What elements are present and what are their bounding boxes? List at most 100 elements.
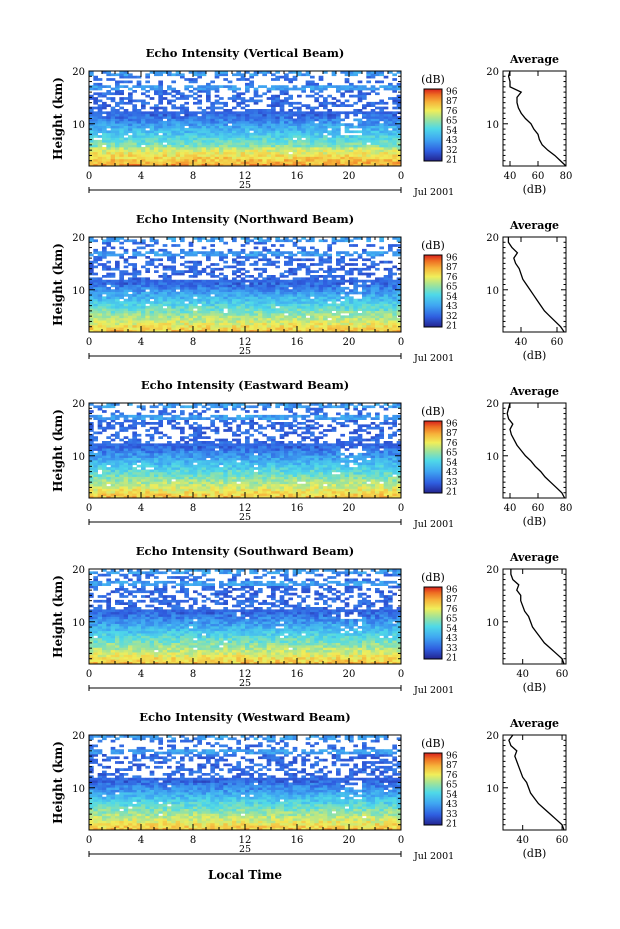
average-y-tick-label: 20 xyxy=(486,233,499,244)
x-tick-label: 4 xyxy=(138,503,144,514)
colorbar-tick-label: 43 xyxy=(446,136,458,146)
y-axis-label: Height (km) xyxy=(51,77,65,160)
average-title: Average xyxy=(509,717,559,730)
x-tick-label: 12 xyxy=(239,337,252,348)
x-tick-label: 0 xyxy=(86,669,92,680)
x-tick-label: 8 xyxy=(190,669,196,680)
y-tick-label: 20 xyxy=(72,399,85,410)
average-profile: Average 10 20 40 60 80 (dB) xyxy=(486,385,572,528)
colorbar-tick-label: 21 xyxy=(446,820,457,830)
x-tick-label: 20 xyxy=(343,503,356,514)
panel-4: Echo Intensity (Southward Beam) Height (k… xyxy=(51,544,568,696)
x-tick-label: 0 xyxy=(398,337,404,348)
heatmap-field xyxy=(89,237,402,333)
panel-1: Echo Intensity (Vertical Beam) Height (km… xyxy=(51,46,572,198)
colorbar-tick-label: 96 xyxy=(446,586,458,596)
average-profile-line xyxy=(508,734,565,831)
colorbar-tick-label: 96 xyxy=(446,88,458,98)
average-y-tick-label: 20 xyxy=(486,399,499,410)
average-profile: Average 10 20 40 60 (dB) xyxy=(486,219,567,362)
average-profile-line xyxy=(510,569,565,665)
heatmap-field xyxy=(89,71,402,167)
average-y-tick-label: 20 xyxy=(486,67,499,78)
x-tick-label: 0 xyxy=(398,835,404,846)
average-title: Average xyxy=(509,219,559,232)
colorbar-tick-label: 32 xyxy=(446,312,457,322)
average-x-tick-label: 80 xyxy=(560,503,573,514)
x-tick-label: 16 xyxy=(291,669,304,680)
panel-title: Echo Intensity (Vertical Beam) xyxy=(146,46,345,60)
colorbar-title: (dB) xyxy=(421,405,445,418)
average-profile: Average 10 20 40 60 (dB) xyxy=(486,551,568,694)
average-x-label: (dB) xyxy=(523,847,547,860)
average-x-tick-label: 40 xyxy=(515,337,528,348)
colorbar-tick-label: 96 xyxy=(446,420,458,430)
average-x-tick-label: 40 xyxy=(504,503,517,514)
date-day-label: 25 xyxy=(239,180,251,191)
colorbar-title: (dB) xyxy=(421,239,445,252)
average-profile-line xyxy=(506,402,566,499)
average-x-tick-label: 60 xyxy=(556,669,569,680)
x-tick-label: 12 xyxy=(239,835,252,846)
colorbar xyxy=(423,88,443,162)
colorbar-tick-label: 76 xyxy=(446,771,458,781)
x-tick-label: 12 xyxy=(239,503,252,514)
colorbar-tick-label: 43 xyxy=(446,302,458,312)
average-title: Average xyxy=(509,551,559,564)
heatmap-field xyxy=(89,569,402,665)
colorbar-tick-label: 54 xyxy=(446,126,458,136)
average-y-tick-label: 10 xyxy=(486,618,499,629)
date-label: Jul 2001 xyxy=(413,519,454,530)
panel-title: Echo Intensity (Southward Beam) xyxy=(136,544,354,558)
colorbar-tick-label: 43 xyxy=(446,800,458,810)
colorbar-tick-label: 33 xyxy=(446,810,458,820)
heatmap-field xyxy=(89,735,402,831)
colorbar-tick-label: 21 xyxy=(446,654,457,664)
colorbar xyxy=(423,586,443,660)
average-x-tick-label: 60 xyxy=(532,171,545,182)
colorbar-tick-label: 54 xyxy=(446,292,458,302)
x-tick-label: 16 xyxy=(291,503,304,514)
colorbar-tick-label: 43 xyxy=(446,634,458,644)
x-tick-label: 0 xyxy=(86,337,92,348)
panel-title: Echo Intensity (Westward Beam) xyxy=(139,710,350,724)
colorbar xyxy=(423,752,443,826)
average-title: Average xyxy=(509,53,559,66)
average-frame xyxy=(502,70,567,167)
x-tick-label: 4 xyxy=(138,669,144,680)
colorbar-tick-label: 33 xyxy=(446,478,458,488)
x-tick-label: 12 xyxy=(239,171,252,182)
x-tick-label: 20 xyxy=(343,835,356,846)
y-axis-label: Height (km) xyxy=(51,409,65,492)
colorbar-tick-label: 76 xyxy=(446,107,458,117)
y-tick-label: 10 xyxy=(72,120,85,131)
average-profile: Average 10 20 40 60 (dB) xyxy=(486,717,568,860)
y-tick-label: 20 xyxy=(72,67,85,78)
average-y-tick-label: 10 xyxy=(486,286,499,297)
colorbar-tick-label: 32 xyxy=(446,146,457,156)
average-y-tick-label: 20 xyxy=(486,565,499,576)
average-x-label: (dB) xyxy=(523,349,547,362)
average-x-label: (dB) xyxy=(523,183,547,196)
colorbar-tick-label: 33 xyxy=(446,644,458,654)
x-tick-label: 20 xyxy=(343,171,356,182)
colorbar-tick-label: 65 xyxy=(446,781,458,791)
average-frame xyxy=(502,734,567,831)
x-tick-label: 16 xyxy=(291,835,304,846)
y-tick-label: 10 xyxy=(72,784,85,795)
x-axis-label: Local Time xyxy=(208,868,282,882)
colorbar-tick-label: 21 xyxy=(446,322,457,332)
x-tick-label: 8 xyxy=(190,337,196,348)
colorbar-tick-label: 65 xyxy=(446,615,458,625)
colorbar-tick-label: 87 xyxy=(446,761,458,771)
average-x-label: (dB) xyxy=(523,681,547,694)
y-tick-label: 10 xyxy=(72,618,85,629)
x-tick-label: 8 xyxy=(190,835,196,846)
colorbar-tick-label: 65 xyxy=(446,449,458,459)
panel-title: Echo Intensity (Northward Beam) xyxy=(136,212,354,226)
average-profile: Average 10 20 40 60 80 (dB) xyxy=(486,53,572,196)
x-tick-label: 0 xyxy=(86,171,92,182)
average-y-tick-label: 20 xyxy=(486,731,499,742)
x-tick-label: 4 xyxy=(138,835,144,846)
heatmap-field xyxy=(89,403,402,499)
